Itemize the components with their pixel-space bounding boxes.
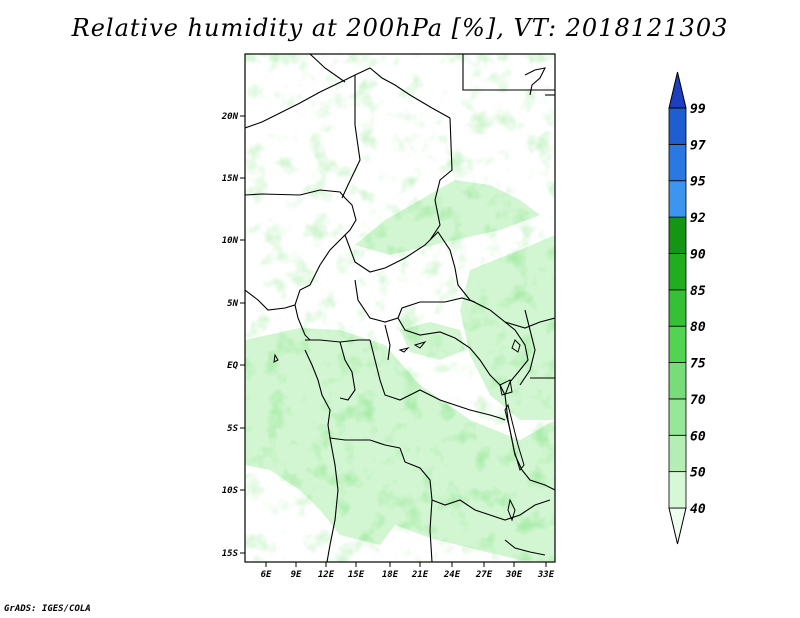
colorbar-label: 90 <box>690 247 706 262</box>
colorbar-label: 95 <box>690 175 706 190</box>
colorbar-box <box>668 180 687 218</box>
lon-label-12e: 12E <box>318 570 335 580</box>
lon-label-9e: 9E <box>291 570 302 580</box>
colorbar: 40 50 60 70 75 80 85 90 92 95 97 99 <box>668 71 706 545</box>
colorbar-label: 70 <box>690 393 706 408</box>
colorbar-label: 92 <box>690 211 706 226</box>
lon-label-18e: 18E <box>382 570 399 580</box>
colorbar-box <box>668 289 687 327</box>
lat-label-eq: EQ <box>227 361 238 371</box>
lon-label-6e: 6E <box>261 570 272 580</box>
lat-label-15s: 15S <box>222 549 239 559</box>
colorbar-box <box>668 362 687 400</box>
colorbar-label: 80 <box>690 320 706 335</box>
lat-label-15n: 15N <box>222 174 239 184</box>
colorbar-extend-high <box>668 71 687 109</box>
longitude-axis: 6E 9E 12E 15E 18E 21E 24E 27E 30E 33E <box>261 562 555 580</box>
colorbar-label: 60 <box>690 429 706 444</box>
lon-label-27e: 27E <box>475 570 493 580</box>
humidity-field <box>245 54 555 562</box>
lat-label-5s: 5S <box>227 424 238 434</box>
colorbar-box <box>668 107 687 145</box>
colorbar-box <box>668 216 687 254</box>
colorbar-extend-low <box>668 507 687 545</box>
latitude-axis: 20N 15N 10N 5N EQ 5S 10S 15S <box>221 112 245 559</box>
lon-label-30e: 30E <box>505 570 523 580</box>
colorbar-label: 75 <box>690 357 706 372</box>
lakes <box>273 339 525 522</box>
colorbar-box <box>668 325 687 363</box>
colorbar-box <box>668 434 687 473</box>
colorbar-box <box>668 471 687 509</box>
colorbar-label: 99 <box>690 102 706 117</box>
colorbar-box <box>668 253 687 291</box>
lat-label-10s: 10S <box>222 486 239 496</box>
lat-label-20n: 20N <box>221 112 239 122</box>
lon-label-33e: 33E <box>537 570 555 580</box>
lat-label-10n: 10N <box>222 236 239 246</box>
lon-label-21e: 21E <box>411 570 429 580</box>
colorbar-label: 85 <box>690 284 706 299</box>
rh-mottling <box>245 54 555 562</box>
colorbar-box <box>668 143 687 182</box>
lat-label-5n: 5N <box>227 299 238 309</box>
colorbar-box <box>668 398 687 436</box>
colorbar-label: 40 <box>690 502 706 517</box>
colorbar-label: 97 <box>690 138 706 153</box>
grads-credit: GrADS: IGES/COLA <box>4 604 91 614</box>
map-title: Relative humidity at 200hPa [%], VT: 201… <box>71 14 729 42</box>
colorbar-label: 50 <box>690 466 706 481</box>
lon-label-24e: 24E <box>443 570 461 580</box>
map-frame <box>244 53 556 563</box>
lon-label-15e: 15E <box>348 570 365 580</box>
